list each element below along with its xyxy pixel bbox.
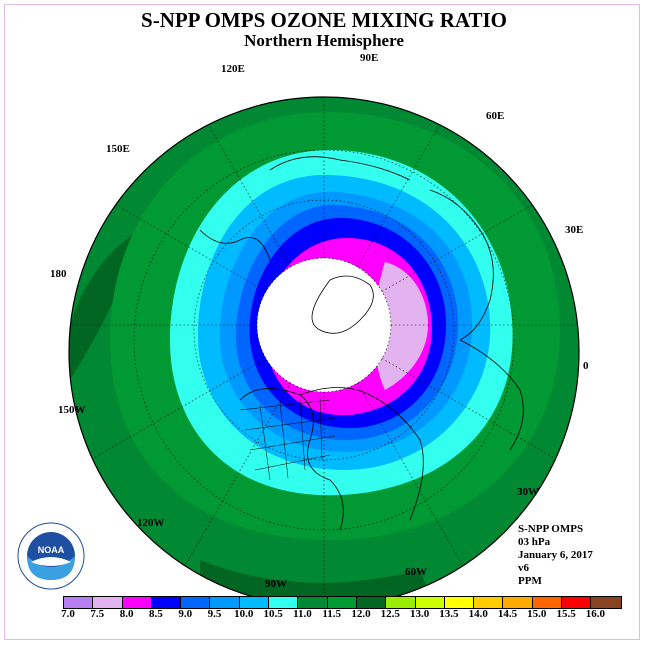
figure-frame: [4, 4, 640, 640]
lon-label-90e: 90E: [360, 52, 379, 64]
lon-label-60w: 60W: [405, 566, 427, 578]
colorbar-tick-label: 9.0: [178, 608, 193, 620]
colorbar-swatch: [532, 597, 563, 608]
meridian-line: [81, 358, 267, 466]
info-block: S-NPP OMPS 03 hPa January 6, 2017 v6 PPM: [518, 523, 593, 588]
colorbar-tick-label: 15.5: [556, 608, 576, 620]
colorbar-swatch: [269, 597, 299, 608]
coastlines: [199, 156, 524, 531]
colorbar-swatch: [444, 597, 475, 608]
colorbar-tick-label: 15.0: [527, 608, 547, 620]
colorbar-swatch: [356, 597, 387, 608]
meridian-line: [357, 382, 465, 568]
info-version: v6: [518, 562, 529, 574]
info-date: January 6, 2017: [518, 549, 593, 561]
colorbar-tick-label: 14.0: [468, 608, 488, 620]
lon-label-30e: 30E: [565, 224, 584, 236]
meridian-line: [183, 382, 291, 568]
lon-label-90w: 90W: [265, 578, 287, 590]
info-instrument: S-NPP OMPS: [518, 523, 584, 535]
lon-label-0: 0: [583, 360, 589, 372]
colorbar-tick-label: 8.0: [119, 608, 134, 620]
info-units: PPM: [518, 575, 542, 587]
colorbar-swatch: [210, 597, 240, 608]
lon-label-60e: 60E: [486, 110, 505, 122]
lon-label-150w: 150W: [58, 404, 86, 416]
colorbar-tick-label: 12.5: [380, 608, 400, 620]
colorbar-tick-label: 10.5: [263, 608, 283, 620]
missing-data-polar-region: [257, 258, 391, 392]
map-subtitle: Northern Hemisphere: [244, 31, 404, 50]
svg-text:NOAA: NOAA: [38, 545, 65, 555]
lon-label-150e: 150E: [106, 143, 130, 155]
colorbar-swatch: [298, 597, 328, 608]
info-level: 03 hPa: [518, 536, 551, 548]
colorbar-swatch: [64, 597, 94, 608]
ozone-band-7-5: [374, 262, 428, 390]
lon-label-120e: 120E: [221, 63, 245, 75]
colorbar-swatch: [239, 597, 270, 608]
lon-label-120w: 120W: [137, 517, 165, 529]
noaa-logo: NOAA: [17, 522, 85, 590]
colorbar-tick-label: 12.0: [351, 608, 371, 620]
colorbar-swatch: [562, 597, 592, 608]
colorbar-swatch: [93, 597, 123, 608]
colorbar-tick-label: 8.5: [149, 608, 163, 620]
colorbar-swatch: [122, 597, 152, 608]
colorbar-tick-label: 10.0: [234, 608, 254, 620]
colorbar-tick-label: 16.0: [585, 608, 606, 620]
colorbar-swatch: [151, 597, 182, 608]
colorbar-swatch: [474, 597, 504, 608]
colorbar-tick-label: 13.0: [409, 608, 430, 620]
lon-label-30w: 30W: [517, 486, 539, 498]
colorbar-tick-label: 11.0: [293, 608, 312, 620]
colorbar-tick-label: 9.5: [207, 608, 222, 620]
colorbar-swatch: [591, 597, 621, 608]
lon-label-180: 180: [50, 268, 67, 280]
colorbar-tick-label: 7.5: [90, 608, 105, 620]
map-title: S-NPP OMPS OZONE MIXING RATIO: [141, 8, 507, 32]
meridian-line: [381, 358, 567, 466]
colorbar-swatch: [503, 597, 533, 608]
colorbar-tick-label: 7.0: [61, 608, 75, 620]
colorbar-tick-label: 11.5: [322, 608, 342, 620]
usa-grid: [239, 397, 336, 481]
colorbar-swatch: [327, 597, 357, 608]
colorbar-swatch: [415, 597, 445, 608]
colorbar-tick-label: 13.5: [439, 608, 459, 620]
colorbar-swatch: [386, 597, 416, 608]
colorbar: [63, 596, 622, 609]
colorbar-swatch: [181, 597, 211, 608]
colorbar-tick-label: 14.5: [497, 608, 518, 620]
